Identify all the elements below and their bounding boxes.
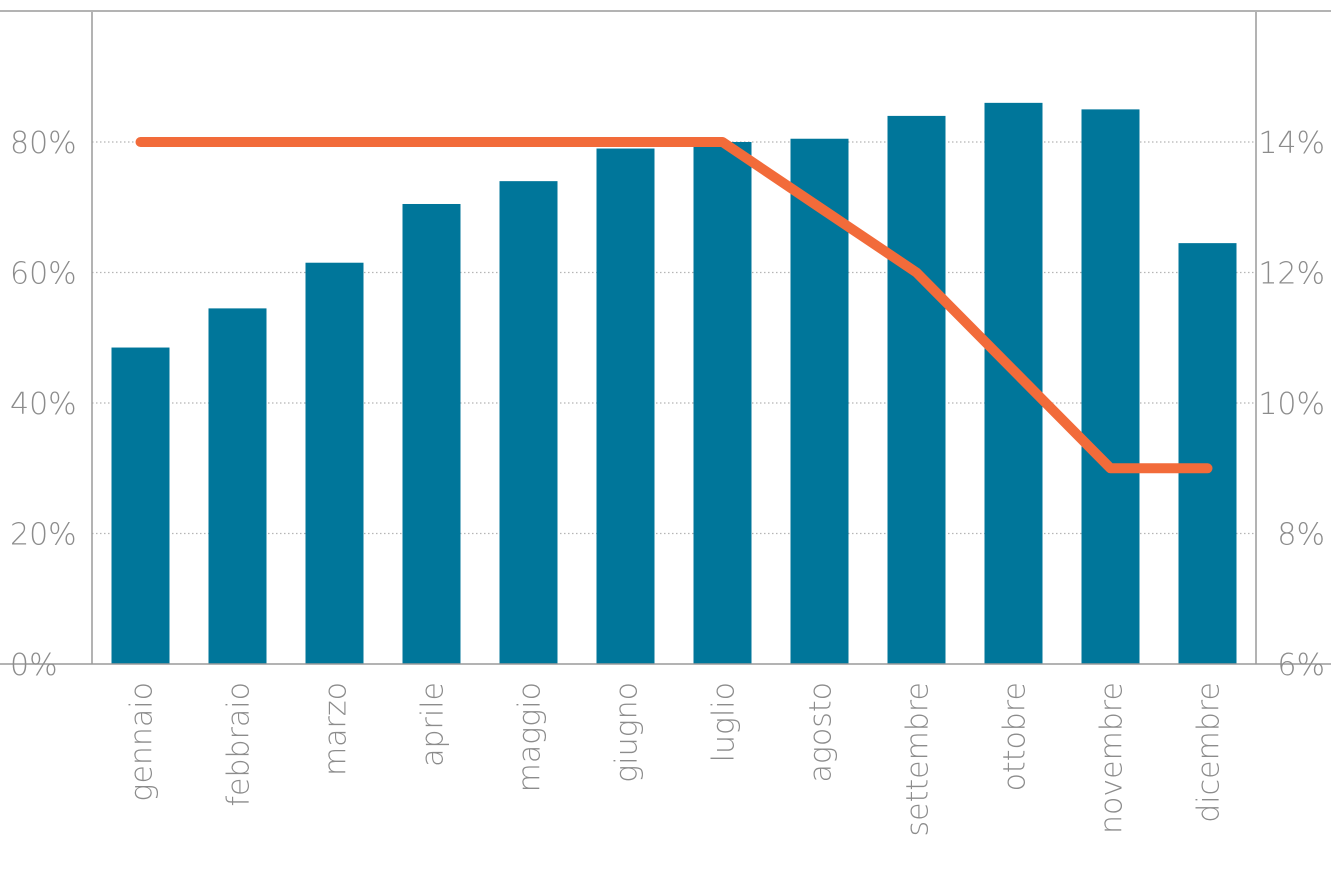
x-tick-label: ottobre [998, 682, 1033, 791]
y-tick-label: 20% [10, 518, 77, 553]
bar [693, 142, 752, 664]
y2-tick-label: 6% [1277, 648, 1325, 683]
axis-layer [0, 10, 1331, 665]
y-tick-label: 0% [10, 648, 58, 683]
line-layer [135, 137, 1213, 474]
bar [305, 262, 364, 664]
x-tick-label: febbraio [222, 682, 257, 807]
x-tick-label: novembre [1095, 682, 1130, 834]
x-tick-label: marzo [319, 682, 354, 776]
series-line [135, 137, 1213, 474]
bar [208, 308, 267, 664]
bar [111, 347, 170, 664]
bar [1081, 109, 1140, 664]
x-tick-label: settembre [901, 682, 936, 836]
y2-tick-label: 10% [1258, 387, 1325, 422]
x-tick-label: agosto [804, 682, 839, 783]
bar [402, 203, 461, 665]
bar-layer [111, 102, 1237, 665]
y-tick-label: 80% [10, 126, 77, 161]
y-tick-label: 60% [10, 257, 77, 292]
x-tick-label: dicembre [1192, 682, 1227, 823]
x-tick-label: gennaio [125, 682, 160, 802]
y2-tick-label: 12% [1258, 257, 1325, 292]
y2-tick-label: 8% [1277, 518, 1325, 553]
y-tick-label: 40% [10, 387, 77, 422]
label-layer: 0% 20% 40% 60% 80% 6% 8% 10% 12% 14% gennaio febbra… [10, 126, 1325, 836]
grid-layer [92, 141, 1256, 535]
x-tick-label: maggio [513, 682, 548, 792]
bar [1178, 243, 1237, 664]
x-tick-label: giugno [610, 682, 645, 783]
y2-tick-label: 14% [1258, 126, 1325, 161]
bar [887, 115, 946, 664]
x-tick-label: aprile [416, 682, 451, 767]
x-tick-label: luglio [707, 682, 742, 762]
bar [596, 148, 655, 664]
bar [499, 181, 558, 664]
bar [984, 102, 1043, 665]
